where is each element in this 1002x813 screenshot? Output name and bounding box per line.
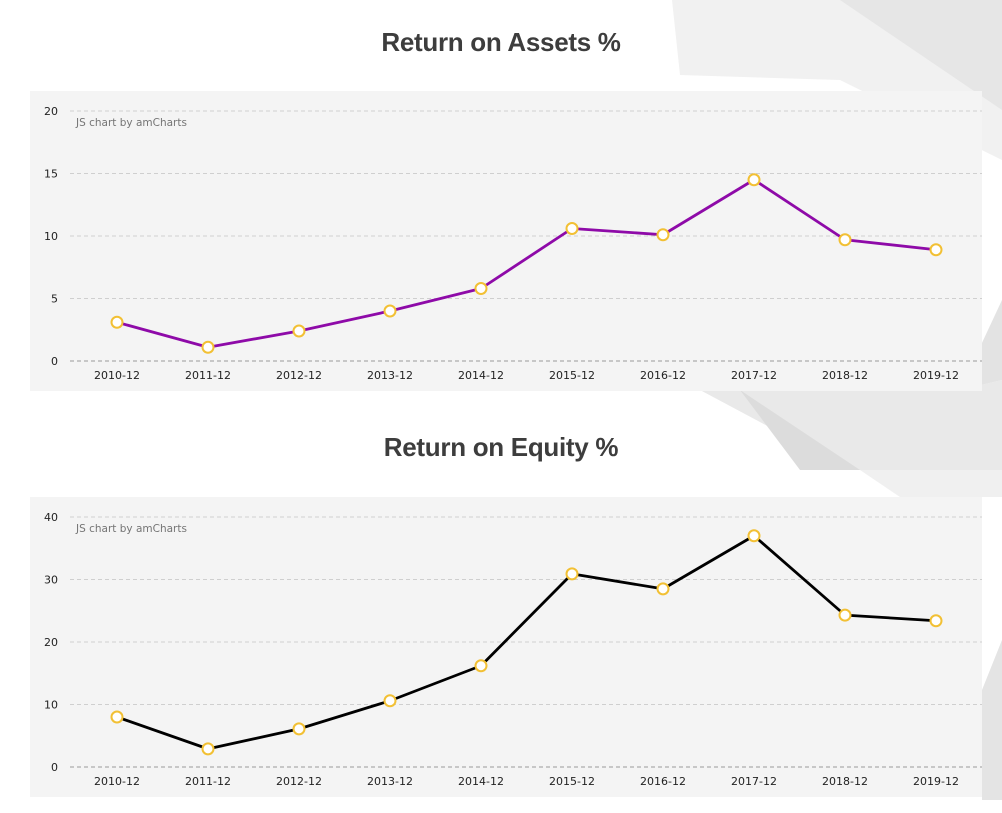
x-tick-label: 2014-12 (458, 369, 504, 382)
data-point (747, 529, 761, 543)
data-point (292, 722, 306, 736)
series-line (115, 534, 938, 751)
data-point (110, 710, 124, 724)
chart-title-return-on-equity: Return on Equity % (383, 432, 619, 462)
y-tick-label: 0 (51, 355, 58, 368)
x-tick-label: 2019-12 (913, 775, 959, 788)
x-tick-label: 2015-12 (549, 775, 595, 788)
chart-panel-return-on-assets: 0 5 10 15 20 2010-12 2011-12 2012-12 2013-12 2014… (30, 91, 982, 391)
data-point (838, 233, 852, 247)
chart-svg-return-on-equity: 0 10 20 30 40 2010-12 2011-12 2012-12 2013-12 201… (44, 511, 982, 788)
x-tick-label: 2019-12 (913, 369, 959, 382)
chart-svg-return-on-assets: 0 5 10 15 20 2010-12 2011-12 2012-12 2013-12 2014… (44, 105, 982, 382)
chart-panel-return-on-equity: 0 10 20 30 40 2010-12 2011-12 2012-12 2013-12 201… (30, 497, 982, 797)
x-tick-label: 2011-12 (185, 775, 231, 788)
data-point (747, 173, 761, 187)
data-point (110, 315, 124, 329)
x-tick-label: 2017-12 (731, 369, 777, 382)
amcharts-credit[interactable]: JS chart by amCharts (76, 523, 187, 535)
data-point (656, 228, 670, 242)
data-point (383, 304, 397, 318)
x-tick-label: 2010-12 (94, 775, 140, 788)
data-point (838, 608, 852, 622)
amcharts-credit[interactable]: JS chart by amCharts (76, 117, 187, 129)
x-tick-label: 2012-12 (276, 775, 322, 788)
data-point (929, 614, 943, 628)
y-tick-label: 5 (51, 293, 58, 306)
data-point (656, 582, 670, 596)
data-point (565, 222, 579, 235)
y-tick-label: 10 (44, 699, 58, 712)
y-tick-label: 20 (44, 105, 58, 118)
x-tick-label: 2018-12 (822, 369, 868, 382)
data-point (383, 694, 397, 708)
y-tick-label: 30 (44, 574, 58, 587)
y-tick-label: 40 (44, 511, 58, 524)
x-tick-label: 2011-12 (185, 369, 231, 382)
data-point (292, 324, 306, 338)
x-tick-label: 2014-12 (458, 775, 504, 788)
y-tick-label: 10 (44, 230, 58, 243)
x-tick-label: 2015-12 (549, 369, 595, 382)
data-point (929, 243, 943, 257)
x-tick-label: 2010-12 (94, 369, 140, 382)
chart-title-return-on-assets: Return on Assets % (381, 27, 621, 57)
data-point (565, 567, 579, 581)
x-tick-label: 2018-12 (822, 775, 868, 788)
data-point (474, 282, 488, 295)
x-tick-label: 2016-12 (640, 369, 686, 382)
data-point (201, 340, 215, 354)
series-line (115, 178, 938, 349)
data-point (201, 742, 215, 756)
data-point (474, 659, 488, 673)
y-tick-label: 0 (51, 761, 58, 774)
x-tick-label: 2016-12 (640, 775, 686, 788)
y-tick-label: 15 (44, 168, 58, 181)
x-tick-label: 2013-12 (367, 369, 413, 382)
x-tick-label: 2017-12 (731, 775, 777, 788)
y-tick-label: 20 (44, 636, 58, 649)
x-tick-label: 2012-12 (276, 369, 322, 382)
x-tick-label: 2013-12 (367, 775, 413, 788)
